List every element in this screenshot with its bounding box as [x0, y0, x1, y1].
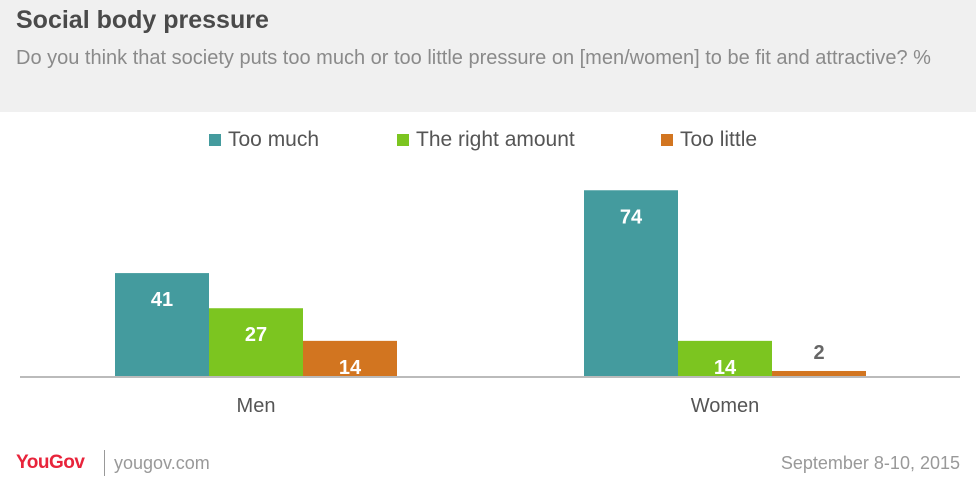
chart-subtitle: Do you think that society puts too much …	[16, 47, 931, 69]
category-label-women: Women	[691, 395, 760, 417]
legend-label-too-little: Too little	[680, 128, 758, 151]
bar-women-too-little	[772, 370, 866, 376]
chart-title: Social body pressure	[16, 6, 269, 34]
footer-date: September 8-10, 2015	[780, 453, 960, 473]
legend: Too much The right amount Too little	[0, 128, 976, 158]
data-label-women-too-much: 74	[620, 206, 643, 228]
legend-swatch-too-much	[209, 134, 221, 146]
legend-item-too-much: Too much	[209, 128, 319, 152]
legend-label-right-amount: The right amount	[416, 128, 575, 151]
data-label-women-the-right-amount: 14	[714, 357, 737, 379]
bar-men-too-much	[115, 273, 209, 376]
legend-swatch-right-amount	[397, 134, 409, 146]
category-label-men: Men	[237, 395, 276, 417]
bar-women-the-right-amount	[678, 340, 772, 376]
legend-item-too-little: Too little	[661, 128, 757, 152]
data-label-men-the-right-amount: 27	[245, 324, 267, 346]
legend-swatch-too-little	[661, 134, 673, 146]
bar-men-the-right-amount	[209, 308, 303, 376]
legend-item-right-amount: The right amount	[397, 128, 575, 152]
data-label-women-too-little: 2	[813, 342, 824, 364]
data-label-men-too-little: 14	[339, 357, 362, 379]
footer-separator	[104, 450, 105, 476]
legend-label-too-much: Too much	[228, 128, 320, 151]
header: Social body pressure Do you think that s…	[0, 0, 976, 112]
footer-site: yougov.com	[114, 453, 210, 473]
bar-men-too-little	[303, 340, 397, 376]
bar-women-too-much	[584, 190, 678, 376]
yougov-logo: YouGov	[16, 452, 85, 473]
data-label-men-too-much: 41	[151, 289, 173, 311]
